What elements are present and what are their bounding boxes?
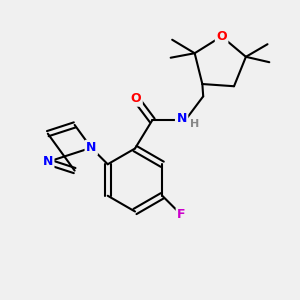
Text: N: N xyxy=(176,112,187,125)
Text: O: O xyxy=(216,30,227,43)
Text: F: F xyxy=(177,208,186,221)
Text: N: N xyxy=(43,155,53,168)
Text: H: H xyxy=(190,119,200,129)
Text: O: O xyxy=(131,92,141,105)
Text: N: N xyxy=(86,141,96,154)
